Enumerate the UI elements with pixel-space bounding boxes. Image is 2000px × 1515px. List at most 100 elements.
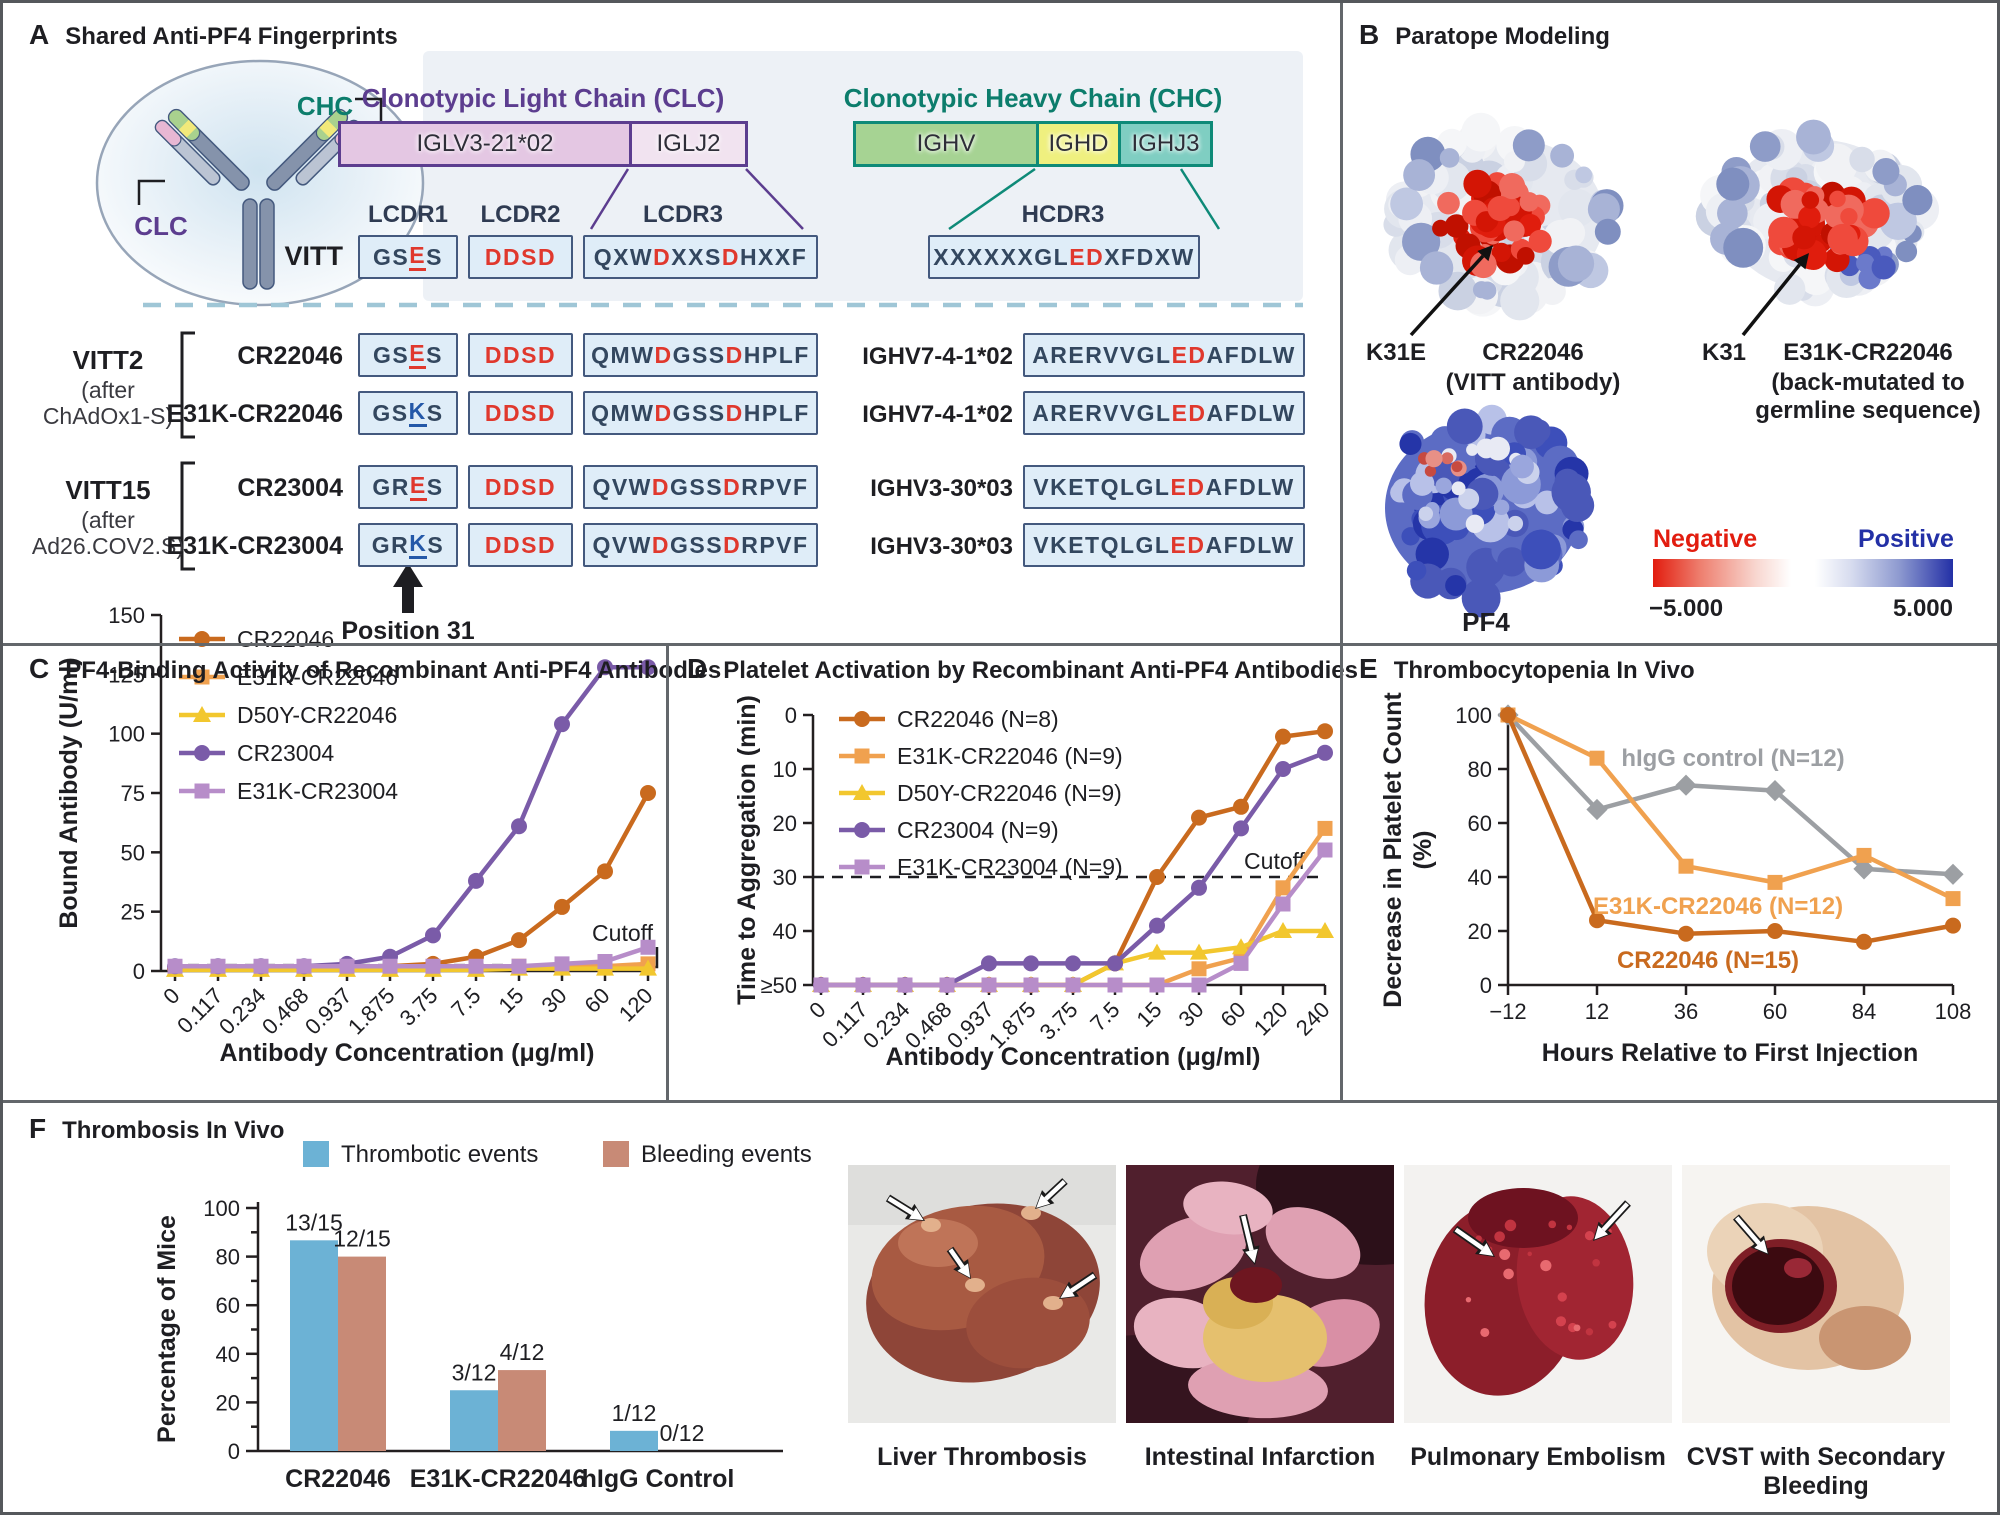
series-hIgG control (N=12) [1497, 704, 1964, 885]
panel-b-title-text: Paratope Modeling [1395, 23, 1610, 50]
vitt-hcdr3-box: XXXXXXGL ED XFDXW [928, 235, 1200, 279]
legend-label: E31K-CR22046 [237, 664, 398, 690]
chart-legend: CR22046 E31K-CR22046 D50Y-CR22046 CR23004 E3… [179, 626, 398, 804]
sequence-segment: ARERVVGL [1032, 341, 1172, 368]
panel-e-title-text: Thrombocytopenia In Vivo [1393, 657, 1695, 684]
y-tick-label: 125 [108, 662, 145, 687]
sequence-segment: DDSD [484, 473, 557, 500]
x-tick-label: 60 [580, 983, 615, 1018]
photo-cvst-bleeding [1682, 1165, 1950, 1423]
blob1-name: CR22046 [1482, 339, 1584, 366]
row-lcdr1-box: GS E S [358, 333, 458, 377]
bar-value-label: 3/12 [452, 1359, 497, 1385]
panel-a-title: A Shared Anti-PF4 Fingerprints [29, 19, 398, 51]
panel-d-title-text: Platelet Activation by Recombinant Anti-… [723, 657, 1358, 684]
sequence-segment: GR [371, 531, 410, 558]
y-tick-label: 60 [216, 1293, 240, 1318]
panel-f-label: F [29, 1113, 47, 1144]
row-lcdr2-box: DDSD [468, 391, 573, 435]
y-tick-label: 75 [121, 781, 145, 806]
vitt-lcdr1-box: GS E S [358, 235, 458, 279]
sequence-segment: RPVF [741, 473, 809, 500]
sequence-segment: XFDXW [1104, 243, 1195, 270]
legend-label: E31K-CR22046 (N=9) [897, 743, 1123, 769]
sequence-segment: E [409, 341, 427, 369]
blob1-sub: (VITT antibody) [1445, 369, 1621, 396]
group-vitt15-note1: (after [81, 507, 135, 533]
antibody-name-label: IGHV3-30*03 [870, 475, 1013, 502]
clc-gene-bar: IGLV3-21*02 IGLJ2 [338, 121, 748, 167]
divider-a-b [1340, 3, 1343, 643]
photo-caption-liver: Liver Thrombosis [877, 1443, 1087, 1471]
chart-E: 0 20 40 60 80 100 −12 12 36 60 84 108 Hours Relative… [1379, 692, 1971, 1067]
sequence-segment: ED [1170, 473, 1206, 500]
panel-d-label: D [687, 653, 708, 684]
sequence-segment: DDSD [484, 341, 557, 368]
x-axis-title: Hours Relative to First Injection [1542, 1039, 1918, 1067]
photo-caption-intestinal: Intestinal Infarction [1144, 1443, 1376, 1471]
row-lcdr2-box: DDSD [468, 333, 573, 377]
divider-d-e [1340, 646, 1343, 1100]
row-hcdr3-box: VKETQLGL ED AFDLW [1023, 465, 1305, 509]
paratope-blob-cr22046 [1383, 112, 1624, 321]
panel-c-title: C PF4-Binding Activity of Recombinant Ant… [29, 653, 721, 685]
sequence-segment: S [426, 341, 443, 368]
row-lcdr2-box: DDSD [468, 465, 573, 509]
y-tick-label: 40 [216, 1342, 240, 1367]
panel-f-title: F Thrombosis In Vivo [29, 1113, 284, 1145]
sequence-segment: GSS [670, 531, 724, 558]
y-tick-label: 80 [216, 1245, 240, 1270]
x-tick-label: 36 [1674, 999, 1698, 1024]
sequence-segment: AFDLW [1206, 341, 1296, 368]
sequence-segment: GSS [672, 341, 726, 368]
y-tick-label: 40 [1468, 865, 1492, 890]
sequence-segment: AFDLW [1205, 473, 1295, 500]
sequence-segment: AFDLW [1206, 399, 1296, 426]
col-header-lcdr3: LCDR3 [642, 201, 723, 228]
sequence-segment: GR [372, 473, 410, 500]
panel-b-title: B Paratope Modeling [1359, 19, 1610, 51]
sequence-segment: GS [372, 399, 409, 426]
x-tick-label: 84 [1852, 999, 1876, 1024]
y-tick-label: 20 [1468, 919, 1492, 944]
sequence-segment: S [426, 399, 444, 426]
sequence-segment: E [409, 243, 427, 271]
pf4-blob [1385, 404, 1595, 618]
y-tick-label: 100 [203, 1196, 240, 1221]
sequence-segment: S [426, 243, 443, 270]
sequence-segment: XXS [671, 243, 722, 270]
x-tick-label: 0 [804, 997, 830, 1023]
x-axis-title: Antibody Concentration (μg/ml) [220, 1039, 595, 1067]
sequence-segment: ARERVVGL [1032, 399, 1172, 426]
x-tick-label: 0.468 [257, 983, 314, 1040]
y-tick-label: 30 [773, 865, 797, 890]
series-CR22046 (N=15) [1500, 707, 1961, 950]
antibody-name-label: VITT [284, 241, 344, 271]
sequence-segment: K [408, 399, 427, 427]
antibody-name-label: CR22046 [237, 342, 343, 370]
x-tick-label: −12 [1489, 999, 1526, 1024]
x-tick-label: 60 [1216, 997, 1251, 1032]
y-axis-title: (%) [1409, 831, 1437, 870]
sequence-segment: GSS [672, 399, 726, 426]
bar-category-label: E31K-CR22046 [410, 1465, 587, 1493]
sequence-segment: S [427, 531, 445, 558]
gene-segment-ighd: IGHD [1036, 124, 1118, 164]
y-axis-title: Bound Antibody (U/ml) [55, 657, 83, 928]
y-tick-label: 150 [108, 603, 145, 628]
y-tick-label: 10 [773, 757, 797, 782]
sequence-segment: GS [373, 341, 410, 368]
y-tick-label: 60 [1468, 811, 1492, 836]
panel-a-label: A [29, 19, 50, 50]
photo-pulmonary-embolism [1404, 1165, 1672, 1423]
series-E31K-CR23004 (N=9) [813, 842, 1333, 993]
y-tick-label: ≥50 [760, 973, 797, 998]
x-tick-label: 12 [1585, 999, 1609, 1024]
bar [498, 1370, 546, 1451]
bar-value-label: 12/15 [333, 1226, 391, 1252]
sequence-segment: S [426, 473, 444, 500]
thrombotic-legend-label: Thrombotic events [341, 1141, 539, 1168]
gene-segment-ighv: IGHV [856, 124, 1036, 164]
sequence-segment: D [653, 243, 672, 270]
sequence-segment: D [651, 531, 671, 558]
